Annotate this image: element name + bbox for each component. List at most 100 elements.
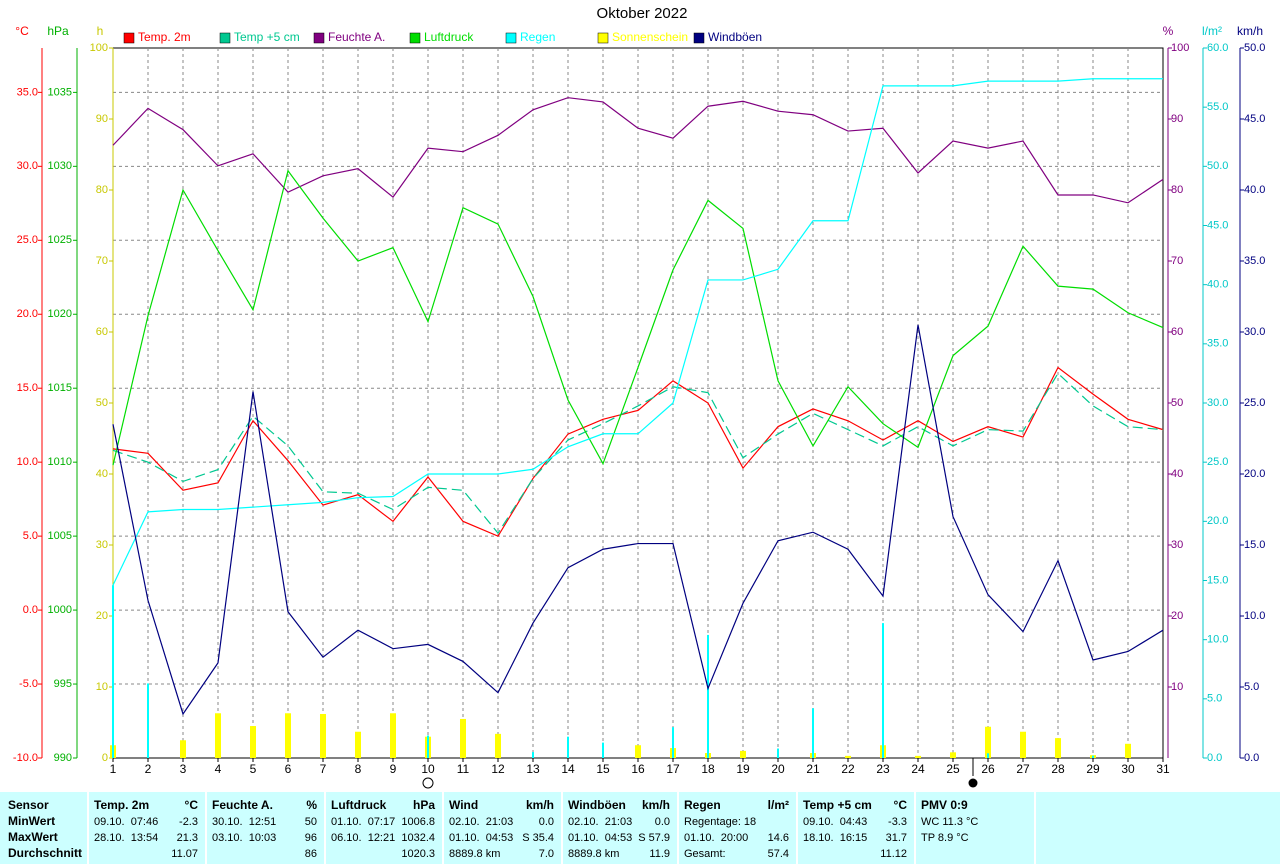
legend-label: Feuchte A.	[328, 30, 385, 44]
x-tick-label: 9	[390, 762, 397, 776]
legend-label: Temp +5 cm	[234, 30, 300, 44]
x-tick-label: 2	[145, 762, 152, 776]
y-tick-label: 90	[96, 113, 108, 125]
column-title: Wind	[449, 798, 478, 812]
table-cell: 50	[305, 816, 317, 828]
sun-bar	[985, 726, 991, 758]
y-tick-label: 10.0	[1244, 610, 1265, 622]
x-tick-label: 26	[981, 762, 995, 776]
rain-bar	[1092, 755, 1094, 758]
x-tick-label: 6	[285, 762, 292, 776]
y-tick-label: 15.0	[1244, 539, 1265, 551]
legend-swatch	[505, 32, 517, 44]
x-tick-label: 15	[596, 762, 610, 776]
table-cell: 01.10. 07:17	[331, 816, 395, 828]
legend-swatch	[219, 32, 231, 44]
column-unit: %	[306, 798, 317, 812]
y-tick-label: 20	[96, 610, 108, 622]
table-cell: Gesamt:	[684, 848, 726, 860]
legend-label: Sonnenschein	[612, 30, 688, 44]
y-tick-label: 35.0	[1207, 338, 1228, 350]
y-tick-label: 70	[96, 255, 108, 267]
x-tick-label: 13	[526, 762, 540, 776]
rain-bar	[672, 727, 674, 758]
x-tick-label: 21	[806, 762, 820, 776]
x-tick-label: 28	[1051, 762, 1065, 776]
sun-bar	[635, 745, 641, 758]
sun-bar	[950, 752, 956, 758]
x-tick-label: 29	[1086, 762, 1100, 776]
table-cell: 0.0	[539, 816, 554, 828]
axis-unit: %	[1163, 24, 1174, 38]
series-line	[112, 169, 1164, 466]
y-tick-label: 1000	[48, 604, 72, 616]
x-tick-label: 10	[421, 762, 435, 776]
x-tick-label: 27	[1016, 762, 1030, 776]
x-tick-label: 25	[946, 762, 960, 776]
series-line	[112, 372, 1164, 535]
y-tick-label: 0.0	[1207, 752, 1222, 764]
chart-title: Oktober 2022	[597, 5, 688, 22]
table-cell: 8889.8 km	[568, 848, 619, 860]
x-tick-label: 12	[491, 762, 505, 776]
column-title: PMV 0:9	[921, 798, 968, 812]
axis-unit: km/h	[1237, 24, 1263, 38]
table-cell: 03.10. 10:03	[212, 832, 276, 844]
column-title: Luftdruck	[331, 798, 387, 812]
x-tick-label: 31	[1156, 762, 1170, 776]
table-cell: 09.10. 04:43	[803, 816, 867, 828]
y-tick-label: 60.0	[1207, 42, 1228, 54]
y-tick-label: 70	[1171, 255, 1183, 267]
y-tick-label: 0	[102, 752, 108, 764]
y-tick-label: 25.0	[1244, 397, 1265, 409]
axis-unit: °C	[15, 24, 29, 38]
y-tick-label: 100	[1171, 42, 1189, 54]
y-tick-label: 45.0	[1207, 219, 1228, 231]
table-cell: 11.12	[880, 848, 907, 860]
sun-bar	[250, 726, 256, 758]
axis-unit: h	[97, 24, 104, 38]
legend-swatch	[693, 32, 705, 44]
column-title: Temp +5 cm	[803, 798, 872, 812]
axis-unit: l/m²	[1202, 24, 1222, 38]
y-tick-label: -10.0	[13, 752, 38, 764]
y-tick-label: 55.0	[1207, 101, 1228, 113]
sun-bar	[1125, 743, 1131, 758]
table-cell: 01.10. 04:53	[568, 832, 632, 844]
table-cell: -2.3	[179, 816, 198, 828]
column-title: Feuchte A.	[212, 798, 273, 812]
legend-swatch	[123, 32, 135, 44]
y-tick-label: 35.0	[1244, 255, 1265, 267]
y-tick-label: 1020	[48, 308, 72, 320]
new-moon-icon	[968, 778, 978, 788]
y-tick-label: 20.0	[1244, 468, 1265, 480]
x-tick-label: 30	[1121, 762, 1135, 776]
sun-bar	[740, 750, 746, 758]
column-unit: km/h	[642, 798, 670, 812]
y-tick-label: 45.0	[1244, 113, 1265, 125]
x-tick-label: 11	[457, 762, 470, 776]
legend-label: Luftdruck	[424, 30, 474, 44]
rain-bar	[427, 735, 429, 758]
y-tick-label: 1010	[48, 456, 72, 468]
table-cell: 21.3	[177, 832, 198, 844]
series-line	[112, 366, 1164, 537]
table-cell: 01.10. 20:00	[684, 832, 748, 844]
row-label: Sensor	[8, 798, 49, 812]
table-cell: 11.9	[649, 848, 670, 860]
y-tick-label: 30.0	[1207, 397, 1228, 409]
y-tick-label: 80	[1171, 184, 1183, 196]
table-cell: 09.10. 07:46	[94, 816, 158, 828]
y-tick-label: 30	[1171, 539, 1183, 551]
table-cell: S 57.9	[638, 832, 670, 844]
y-tick-label: 30.0	[17, 160, 38, 172]
y-tick-label: 5.0	[1244, 681, 1259, 693]
x-tick-label: 5	[250, 762, 257, 776]
y-tick-label: 40	[96, 468, 108, 480]
series-line	[112, 78, 1163, 586]
table-cell: 86	[305, 848, 317, 860]
table-cell: 30.10. 12:51	[212, 816, 276, 828]
table-cell: 18.10. 16:15	[803, 832, 867, 844]
x-tick-label: 18	[701, 762, 715, 776]
